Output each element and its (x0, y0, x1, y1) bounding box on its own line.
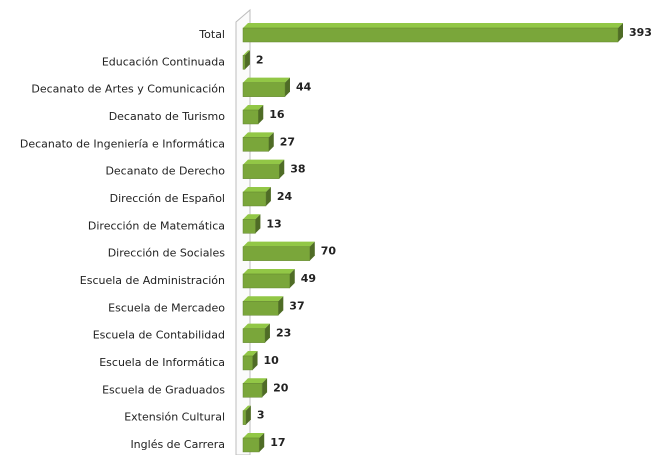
bar (242, 159, 285, 179)
bar-top (243, 50, 250, 56)
bar-front (242, 410, 247, 425)
bar-front (242, 355, 253, 371)
bar-front (242, 109, 259, 125)
bar (242, 323, 270, 343)
bar-side (245, 405, 251, 425)
value-label: 44 (296, 81, 312, 94)
category-label: Decanato de Artes y Comunicación (31, 83, 225, 96)
category-label: Escuela de Contabilidad (93, 329, 225, 342)
category-label: Total (198, 28, 225, 41)
bar (242, 432, 265, 453)
bar-side (258, 104, 264, 124)
category-label: Escuela de Informática (99, 356, 225, 369)
bar-side (264, 323, 270, 343)
bar (242, 132, 274, 152)
category-label: Escuela de Mercadeo (108, 301, 225, 314)
value-label: 2 (256, 53, 264, 66)
bar (242, 268, 295, 289)
bar-top (243, 104, 264, 110)
category-label: Decanato de Turismo (109, 110, 226, 123)
bar-top (243, 159, 285, 165)
bar-top (243, 186, 271, 192)
value-label: 20 (273, 381, 289, 394)
bar (242, 50, 250, 70)
bar-top (243, 296, 284, 302)
category-label: Dirección de Matemática (88, 219, 225, 232)
bar (242, 405, 251, 425)
bar-side (259, 432, 265, 452)
bar-top (243, 214, 261, 220)
value-label: 70 (321, 245, 337, 258)
bar (242, 296, 284, 316)
value-label: 393 (629, 26, 652, 39)
category-label: Dirección de Español (110, 192, 225, 205)
bar-top (243, 77, 290, 83)
bar-top (243, 378, 268, 384)
category-label: Inglés de Carrera (130, 438, 225, 451)
bar (242, 104, 264, 125)
bar (242, 378, 268, 398)
category-label: Decanato de Ingeniería e Informática (20, 137, 225, 150)
bar-top (243, 405, 251, 411)
bar (242, 214, 261, 234)
bar-side (289, 268, 295, 288)
bar-front (242, 301, 279, 316)
bar-front (242, 437, 260, 453)
category-label: Escuela de Graduados (102, 383, 225, 396)
bar-front (242, 383, 263, 398)
bar-side (618, 23, 623, 42)
bar-top (243, 323, 270, 329)
bar-front (242, 55, 246, 70)
bar-front (242, 328, 266, 343)
value-label: 49 (301, 272, 316, 285)
bar-top (243, 241, 315, 247)
bar-top (243, 350, 258, 356)
bar-side (278, 296, 284, 316)
bar-front (242, 27, 619, 43)
value-label: 17 (270, 436, 285, 449)
value-label: 38 (290, 163, 305, 176)
bar-side (268, 132, 274, 152)
bar-side (309, 241, 315, 261)
bar-front (242, 191, 267, 207)
category-label: Decanato de Derecho (105, 165, 225, 178)
bar-front (242, 246, 311, 261)
bar (242, 23, 623, 43)
bar-side (255, 214, 261, 234)
value-label: 23 (276, 327, 291, 340)
bar (242, 350, 258, 371)
bar-side (252, 350, 258, 370)
bar-front (242, 273, 291, 289)
bar-top (243, 432, 265, 438)
value-label: 3 (257, 409, 265, 422)
bar (242, 77, 290, 97)
bar-front (242, 137, 270, 152)
bar-side (262, 378, 268, 398)
value-label: 37 (289, 299, 304, 312)
bar-top (243, 23, 623, 28)
value-label: 24 (277, 190, 293, 203)
bar-front (242, 219, 256, 234)
value-label: 13 (266, 217, 281, 230)
bar-top (243, 132, 274, 138)
bar-front (242, 164, 280, 179)
category-label: Educación Continuada (102, 55, 225, 68)
bar-side (244, 50, 250, 70)
bar-side (265, 186, 271, 206)
category-label: Escuela de Administración (80, 274, 225, 287)
value-label: 27 (280, 135, 295, 148)
category-label: Extensión Cultural (124, 411, 225, 424)
bar-top (243, 268, 295, 274)
bar (242, 241, 315, 261)
value-label: 10 (264, 354, 280, 367)
bar-side (279, 159, 285, 179)
bar-side (284, 77, 290, 97)
value-label: 16 (269, 108, 285, 121)
bar (242, 186, 271, 207)
bar-front (242, 82, 286, 97)
category-label: Dirección de Sociales (108, 247, 226, 260)
